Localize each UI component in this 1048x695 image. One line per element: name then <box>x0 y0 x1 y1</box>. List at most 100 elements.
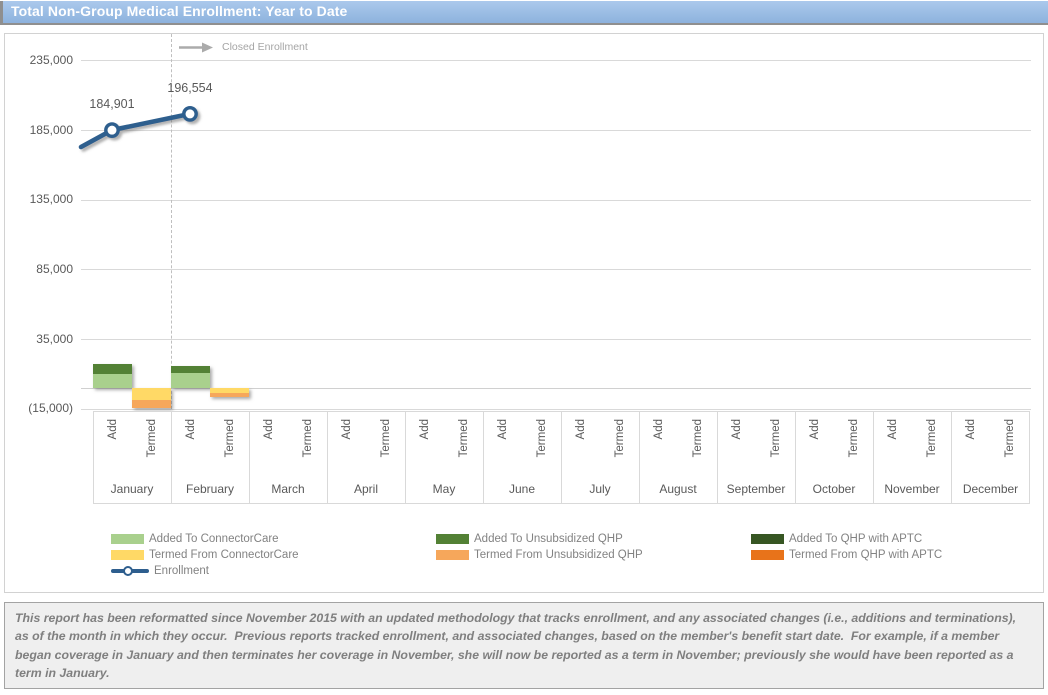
y-tick-label: 85,000 <box>36 261 73 276</box>
legend-item: Added To ConnectorCare <box>111 533 279 545</box>
x-axis-label-box: Add Termed January Add Termed February Add Term… <box>92 411 1030 504</box>
termed-category-label: Termed <box>691 419 704 458</box>
add-category-label: Add <box>184 419 197 440</box>
add-category-label: Add <box>652 419 665 440</box>
month-group: Add Termed March <box>250 412 328 503</box>
footnote-box: This report has been reformatted since N… <box>4 602 1044 689</box>
legend-label: Termed From ConnectorCare <box>149 549 299 561</box>
add-category-label: Add <box>340 419 353 440</box>
category-axis-line <box>81 387 1031 389</box>
y-tick-label: 135,000 <box>29 192 73 207</box>
termed-category-label: Termed <box>145 419 158 458</box>
report-title-bar: Total Non-Group Medical Enrollment: Year… <box>0 1 1048 25</box>
month-label: December <box>962 482 1019 496</box>
month-group: Add Termed April <box>328 412 406 503</box>
legend-color-swatch <box>751 550 784 560</box>
month-label: February <box>185 482 235 496</box>
y-gridline <box>81 269 1031 271</box>
legend-item: Termed From Unsubsidized QHP <box>436 549 643 561</box>
month-label: September <box>726 482 786 496</box>
month-group: Add Termed December <box>952 412 1030 503</box>
month-group: Add Termed August <box>640 412 718 503</box>
legend-item: Termed From ConnectorCare <box>111 549 299 561</box>
legend-label: Termed From QHP with APTC <box>789 549 943 561</box>
bar-segment <box>209 393 249 397</box>
month-group: Add Termed May <box>406 412 484 503</box>
termed-category-label: Termed <box>535 419 548 458</box>
legend-item: Added To Unsubsidized QHP <box>436 533 623 545</box>
legend-label: Termed From Unsubsidized QHP <box>474 549 643 561</box>
enrollment-data-label: 196,554 <box>167 80 213 95</box>
y-tick-label: (15,000) <box>28 401 73 416</box>
bar-stack-termed <box>131 388 171 408</box>
add-category-label: Add <box>730 419 743 440</box>
termed-category-label: Termed <box>847 419 860 458</box>
bar-segment <box>131 388 171 400</box>
y-gridline <box>81 199 1031 201</box>
termed-category-label: Termed <box>301 419 314 458</box>
enrollment-data-label: 184,901 <box>89 97 135 112</box>
legend-item: Added To QHP with APTC <box>751 533 922 545</box>
add-category-label: Add <box>886 419 899 440</box>
right-arrow-icon <box>179 42 213 52</box>
bar-segment <box>92 374 132 388</box>
bar-stack-termed <box>209 388 249 397</box>
closed-enrollment-divider <box>170 34 172 409</box>
month-label: July <box>589 482 611 496</box>
legend-label: Added To QHP with APTC <box>789 533 923 545</box>
month-label: April <box>353 482 378 496</box>
month-label: March <box>271 482 305 496</box>
legend-label: Added To ConnectorCare <box>149 533 279 545</box>
add-category-label: Add <box>964 419 977 440</box>
y-gridline <box>81 408 1031 410</box>
bar-stack-add <box>92 364 132 388</box>
bar-segment <box>131 399 171 408</box>
enrollment-line-chart <box>78 105 198 150</box>
add-category-label: Add <box>574 419 587 440</box>
month-group: Add Termed July <box>562 412 640 503</box>
y-tick-label: 35,000 <box>36 331 73 346</box>
legend-color-swatch <box>751 534 784 544</box>
add-category-label: Add <box>496 419 509 440</box>
legend-color-swatch <box>436 550 469 560</box>
footnote-text: This report has been reformatted since N… <box>15 611 1020 681</box>
closed-enrollment-label: Closed Enrollment <box>222 41 308 53</box>
month-label: May <box>432 482 456 496</box>
legend-color-swatch <box>111 550 144 560</box>
legend-label: Added To Unsubsidized QHP <box>474 533 623 545</box>
month-label: January <box>110 482 154 496</box>
chart-panel: 235,000 185,000 135,000 85,000 35,000 (15,000… <box>4 33 1044 593</box>
legend-item: Enrollment <box>111 565 209 577</box>
month-label: October <box>812 482 856 496</box>
legend-color-swatch <box>111 534 144 544</box>
legend-label: Enrollment <box>154 565 209 577</box>
month-label: November <box>884 482 940 496</box>
bar-segment <box>170 373 210 388</box>
bar-segment <box>170 366 210 374</box>
month-group: Add Termed September <box>718 412 796 503</box>
legend-color-swatch <box>436 534 469 544</box>
legend-marker-dot <box>123 566 133 576</box>
month-label: June <box>508 482 536 496</box>
y-tick-label: 235,000 <box>29 52 73 67</box>
legend-item: Termed From QHP with APTC <box>751 549 942 561</box>
y-gridline <box>81 130 1031 131</box>
month-group: Add Termed January <box>94 412 172 503</box>
bar-segment <box>209 388 249 394</box>
termed-category-label: Termed <box>379 419 392 458</box>
termed-category-label: Termed <box>1003 419 1016 458</box>
add-category-label: Add <box>808 419 821 440</box>
add-category-label: Add <box>418 419 431 440</box>
termed-category-label: Termed <box>457 419 470 458</box>
add-category-label: Add <box>106 419 119 440</box>
bar-segment <box>92 364 132 375</box>
month-group: Add Termed June <box>484 412 562 503</box>
y-gridline <box>81 60 1031 62</box>
termed-category-label: Termed <box>223 419 236 458</box>
page-title: Total Non-Group Medical Enrollment: Year… <box>11 3 348 19</box>
termed-category-label: Termed <box>613 419 626 458</box>
add-category-label: Add <box>262 419 275 440</box>
y-tick-label: 185,000 <box>29 122 73 137</box>
closed-enrollment-annotation: Closed Enrollment <box>179 41 308 53</box>
